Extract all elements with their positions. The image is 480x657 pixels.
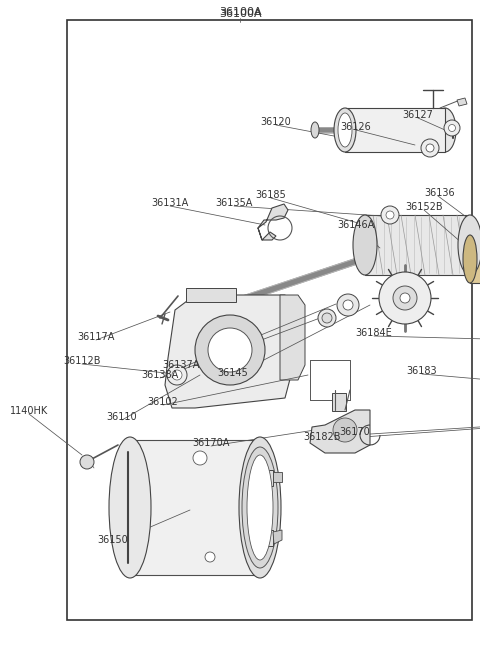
- Circle shape: [343, 300, 353, 310]
- Ellipse shape: [353, 215, 377, 275]
- Text: 36100A: 36100A: [219, 9, 261, 19]
- Text: 36152B: 36152B: [405, 202, 443, 212]
- Circle shape: [444, 120, 460, 136]
- Text: 36150: 36150: [97, 535, 128, 545]
- Ellipse shape: [247, 455, 273, 560]
- Bar: [130, 440, 260, 575]
- Text: 36110: 36110: [107, 412, 137, 422]
- Ellipse shape: [463, 235, 477, 283]
- Circle shape: [421, 139, 439, 157]
- Circle shape: [195, 315, 265, 385]
- Polygon shape: [280, 295, 305, 380]
- Bar: [67, 20, 472, 620]
- Circle shape: [208, 328, 252, 372]
- Text: 36170A: 36170A: [192, 438, 230, 448]
- Ellipse shape: [109, 437, 151, 578]
- Circle shape: [322, 313, 332, 323]
- Polygon shape: [457, 98, 467, 106]
- Bar: [332, 393, 346, 411]
- Polygon shape: [310, 410, 370, 453]
- Circle shape: [193, 451, 207, 465]
- Circle shape: [448, 124, 456, 131]
- Text: 36120: 36120: [261, 117, 291, 127]
- Ellipse shape: [334, 108, 356, 152]
- Circle shape: [80, 455, 94, 469]
- Circle shape: [318, 309, 336, 327]
- Text: 36136: 36136: [425, 188, 456, 198]
- Text: 36146A: 36146A: [337, 220, 374, 230]
- Text: 36138A: 36138A: [142, 370, 179, 380]
- Circle shape: [333, 418, 357, 442]
- Circle shape: [400, 293, 410, 303]
- Ellipse shape: [338, 113, 352, 147]
- Circle shape: [386, 211, 394, 219]
- Bar: [470, 235, 480, 283]
- Ellipse shape: [311, 122, 319, 138]
- Circle shape: [167, 365, 187, 385]
- Polygon shape: [273, 530, 282, 544]
- Text: 36126: 36126: [341, 122, 372, 132]
- Text: 36117A: 36117A: [77, 332, 115, 342]
- Bar: [345, 108, 445, 152]
- Circle shape: [426, 144, 434, 152]
- Bar: [186, 288, 236, 302]
- Polygon shape: [165, 295, 298, 408]
- Text: 36185: 36185: [256, 190, 287, 200]
- Bar: [365, 215, 470, 275]
- Circle shape: [381, 206, 399, 224]
- Text: 36182B: 36182B: [303, 432, 341, 442]
- Circle shape: [172, 370, 182, 380]
- Ellipse shape: [242, 447, 278, 568]
- Bar: [255, 530, 273, 546]
- Text: 36112B: 36112B: [63, 356, 101, 366]
- Ellipse shape: [434, 108, 456, 152]
- Polygon shape: [258, 204, 288, 240]
- Circle shape: [205, 552, 215, 562]
- Text: 36145: 36145: [217, 368, 248, 378]
- Text: 36127: 36127: [403, 110, 433, 120]
- Text: 36100A: 36100A: [219, 7, 261, 17]
- Text: 36137A: 36137A: [162, 360, 200, 370]
- Circle shape: [393, 286, 417, 310]
- Text: 36183: 36183: [407, 366, 437, 376]
- Ellipse shape: [239, 437, 281, 578]
- Text: 36135A: 36135A: [216, 198, 252, 208]
- Bar: [255, 470, 273, 486]
- Text: 36131A: 36131A: [151, 198, 189, 208]
- Polygon shape: [273, 472, 282, 482]
- Ellipse shape: [379, 272, 431, 324]
- Circle shape: [337, 294, 359, 316]
- Text: 36184E: 36184E: [356, 328, 392, 338]
- Ellipse shape: [458, 215, 480, 275]
- Text: 36102: 36102: [148, 397, 179, 407]
- Text: 1140HK: 1140HK: [10, 406, 48, 416]
- Text: 36170: 36170: [340, 427, 371, 437]
